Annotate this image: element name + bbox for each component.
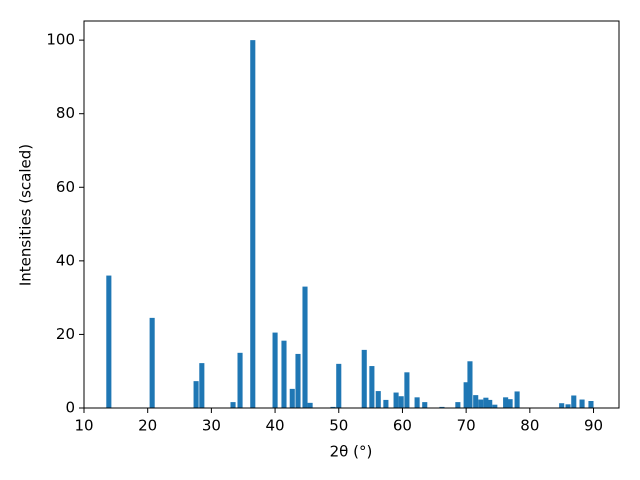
- bar: [404, 372, 410, 408]
- bar: [375, 391, 381, 408]
- bar: [483, 397, 489, 408]
- bar: [369, 366, 375, 408]
- x-tick-label: 20: [138, 417, 157, 435]
- bar: [559, 403, 565, 408]
- bar: [503, 397, 509, 408]
- bar: [463, 382, 469, 408]
- bar: [398, 396, 404, 408]
- y-axis-label: Intensities (scaled): [17, 144, 35, 286]
- x-tick-label: 90: [584, 417, 603, 435]
- bar: [307, 402, 313, 408]
- bar: [514, 391, 520, 408]
- bar: [414, 397, 420, 408]
- bar: [289, 388, 295, 408]
- bar: [565, 404, 571, 408]
- bar: [106, 275, 112, 408]
- bar: [571, 395, 577, 408]
- x-tick-label: 50: [329, 417, 348, 435]
- bar: [383, 399, 389, 408]
- x-tick-label: 60: [393, 417, 412, 435]
- y-tick-label: 20: [56, 325, 75, 343]
- bar: [199, 363, 205, 408]
- y-tick-label: 100: [46, 31, 75, 49]
- bar: [361, 349, 367, 408]
- bar: [281, 340, 287, 408]
- bar: [330, 406, 336, 408]
- bar: [272, 332, 278, 408]
- bar: [149, 317, 155, 408]
- bar: [422, 402, 428, 408]
- bar: [193, 381, 199, 408]
- y-tick-label: 0: [65, 399, 75, 417]
- x-tick-label: 10: [74, 417, 93, 435]
- y-tick-label: 60: [56, 178, 75, 196]
- bar: [250, 40, 256, 409]
- x-tick-label: 80: [520, 417, 539, 435]
- bar: [302, 286, 308, 408]
- bar: [439, 406, 445, 408]
- bar: [588, 401, 594, 408]
- bar: [473, 395, 479, 408]
- x-tick-label: 70: [457, 417, 476, 435]
- bar: [393, 392, 399, 408]
- x-tick-label: 40: [266, 417, 285, 435]
- x-tick-label: 30: [202, 417, 221, 435]
- bar: [492, 404, 498, 408]
- bar: [237, 352, 243, 408]
- bar: [467, 361, 473, 408]
- bar: [579, 399, 585, 408]
- bar: [295, 353, 301, 408]
- bar: [336, 363, 342, 408]
- y-tick-label: 80: [56, 104, 75, 122]
- y-tick-label: 40: [56, 251, 75, 269]
- bar: [487, 399, 493, 408]
- bar: [230, 402, 236, 408]
- plot-frame: [83, 20, 620, 409]
- bar: [478, 399, 484, 408]
- x-axis-label: 2θ (°): [330, 443, 373, 461]
- bar: [455, 402, 461, 408]
- bar: [507, 399, 513, 408]
